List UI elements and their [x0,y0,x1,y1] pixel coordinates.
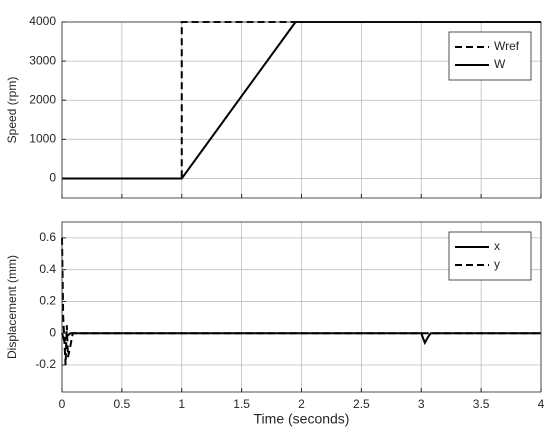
y-tick-label: 0.2 [39,294,56,308]
x-tick-label: 3 [418,397,425,411]
axes-frame [61,21,542,199]
y-tick-label: 2000 [29,92,56,106]
y-axis-label: Speed (rpm) [5,77,19,144]
legend-label: W [494,57,506,71]
x-tick-label: 4 [538,397,545,411]
legend-label: y [494,257,500,271]
x-tick-label: 1.5 [233,397,250,411]
x-tick-label: 2 [298,397,305,411]
y-tick-label: 4000 [29,14,56,28]
y-tick-label: 0 [49,171,56,185]
x-tick-label: 0.5 [114,397,131,411]
legend-box [448,31,532,81]
y-axis-label: Displacement (mm) [5,255,19,359]
y-tick-label: -0.2 [35,357,56,371]
legend-label: Wref [494,39,520,53]
legend-label: x [494,239,500,253]
axes-frame [61,221,542,393]
legend-box [448,231,532,281]
data-line [61,237,541,366]
x-tick-label: 0 [59,397,66,411]
y-tick-label: 0.4 [39,262,56,276]
y-tick-label: 0.6 [39,230,56,244]
x-tick-label: 2.5 [353,397,370,411]
y-tick-label: 0 [49,325,56,339]
y-tick-label: 1000 [29,132,56,146]
y-tick-label: 3000 [29,53,56,67]
x-tick-label: 1 [178,397,185,411]
x-tick-label: 3.5 [473,397,490,411]
x-axis-label: Time (seconds) [254,411,350,427]
